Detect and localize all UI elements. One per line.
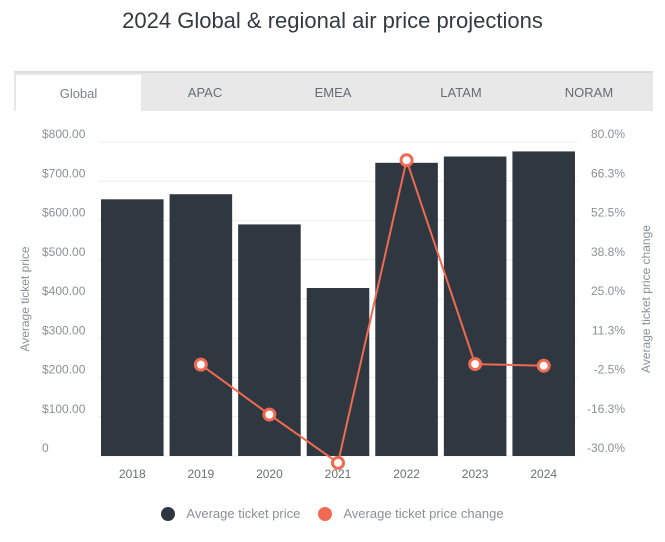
y-tick-label: $400.00	[42, 284, 86, 298]
x-tick-label: 2022	[393, 467, 420, 481]
legend-item-price[interactable]: Average ticket price	[161, 506, 300, 521]
y2-tick-label: -2.5%	[594, 363, 626, 377]
legend-label-price: Average ticket price	[186, 506, 301, 521]
tab-emea[interactable]: EMEA	[314, 84, 352, 100]
x-tick-label: 2020	[256, 467, 283, 481]
change-line	[193, 153, 551, 470]
legend-dot-price	[161, 506, 176, 521]
change-point-2021	[331, 455, 345, 470]
change-point-2020	[262, 407, 277, 422]
y2-tick-label: 38.8%	[591, 245, 625, 259]
legend-dot-change	[318, 506, 333, 521]
tab-global[interactable]: Global	[16, 75, 141, 111]
y2-tick-label: 66.3%	[591, 166, 625, 180]
y2-tick-label: 80.0%	[591, 127, 625, 141]
change-point-2023	[468, 357, 483, 372]
y2-axis-title: Average ticket price change	[639, 225, 653, 373]
y-tick-label: $200.00	[42, 363, 86, 377]
x-tick-label: 2021	[325, 467, 352, 481]
y2-tick-label: 52.5%	[591, 206, 625, 220]
y-tick-label: 0	[42, 441, 49, 455]
chart-title: 2024 Global & regional air price project…	[122, 8, 543, 33]
x-tick-label: 2018	[119, 467, 146, 481]
bar-2024	[512, 151, 575, 457]
y2-tick-label: -30.0%	[587, 441, 625, 455]
y-tick-label: $500.00	[42, 245, 86, 259]
y-tick-label: $100.00	[42, 402, 86, 416]
legend-label-change: Average ticket price change	[343, 506, 504, 521]
bar-2022	[375, 162, 438, 457]
axes: 0 $100.00 $200.00 $300.00 $400.00 $500.00 $600…	[18, 127, 653, 481]
chart-legend: Average ticket price Average ticket pric…	[0, 506, 665, 521]
region-tab-bar: Global APAC EMEA LATAM NORAM	[14, 71, 653, 111]
legend-item-change[interactable]: Average ticket price change	[318, 506, 504, 521]
x-tick-label: 2024	[530, 467, 557, 481]
y-tick-label: $700.00	[42, 166, 86, 180]
change-line-path	[200, 156, 544, 465]
tab-latam[interactable]: LATAM	[440, 84, 482, 100]
y-tick-label: $300.00	[42, 323, 86, 337]
bar-2021	[306, 288, 370, 456]
y-tick-label: $600.00	[42, 206, 86, 220]
y2-tick-label: -16.3%	[587, 402, 625, 416]
bar-2018	[101, 199, 164, 456]
bar-2023	[443, 156, 507, 456]
y2-tick-label: 11.3%	[592, 323, 625, 337]
x-tick-label: 2019	[188, 467, 215, 481]
tab-noram[interactable]: NORAM	[564, 84, 614, 100]
change-point-2022	[399, 153, 414, 168]
x-tick-label: 2023	[462, 467, 489, 481]
change-point-2019	[193, 357, 208, 372]
bar-2019	[169, 194, 233, 456]
tab-apac[interactable]: APAC	[187, 84, 223, 100]
bars	[101, 151, 575, 457]
y2-tick-label: 25.0%	[591, 284, 625, 298]
change-point-2024	[536, 358, 551, 373]
y-axis-title: Average ticket price	[18, 246, 32, 351]
y-tick-label: $800.00	[42, 127, 86, 141]
